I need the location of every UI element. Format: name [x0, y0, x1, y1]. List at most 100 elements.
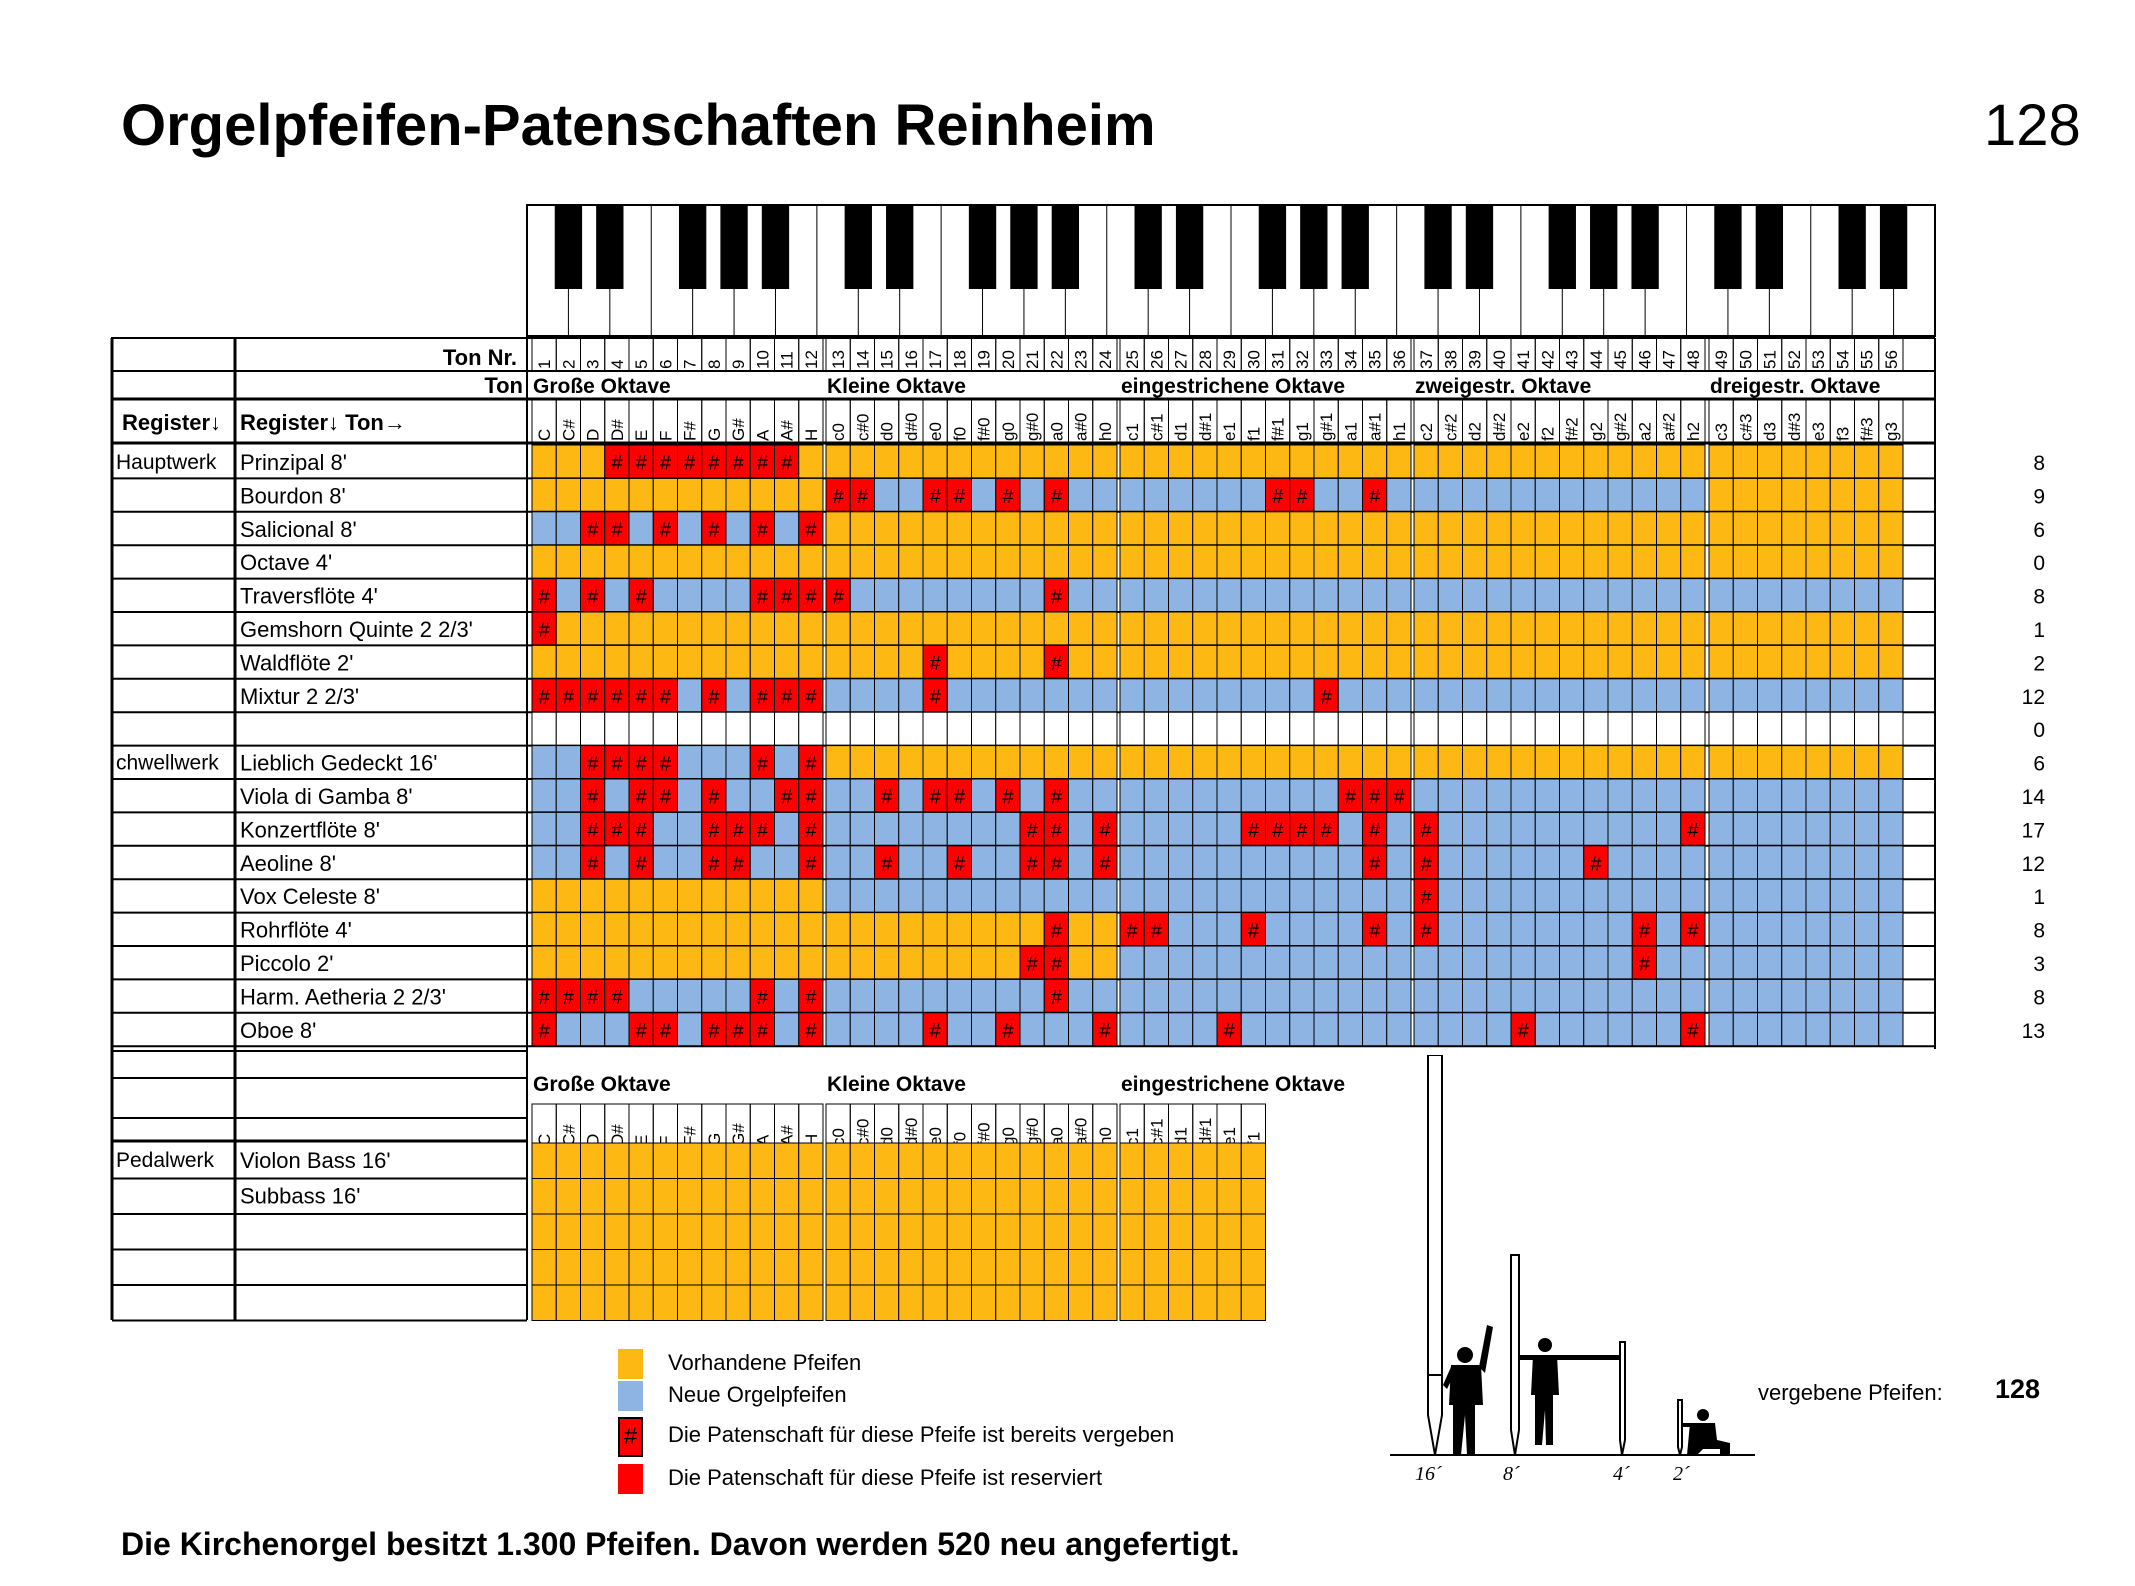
hash-mark: #: [1248, 820, 1260, 842]
pipe-cell: [604, 778, 630, 813]
pipe-cell: [1732, 477, 1758, 513]
pipe-cell: [1878, 1012, 1904, 1047]
pedal-note-label: f0: [950, 1132, 969, 1146]
pipe-cell-vergeben: [555, 678, 581, 713]
pipe-cell: [1168, 511, 1194, 546]
pipe-cell: [1462, 978, 1488, 1014]
hash-mark: #: [733, 453, 745, 475]
hash-mark: #: [660, 787, 672, 809]
pipe-cell: [604, 578, 630, 613]
pedal-note-label: g0: [999, 1127, 1018, 1146]
pipe-cell: [1168, 878, 1194, 914]
pipe-cell: [604, 845, 630, 880]
pipe-cell: [749, 912, 775, 947]
pipe-cell: [1362, 511, 1388, 546]
pipe-cell: [1805, 544, 1831, 580]
pipe-cell: [1437, 912, 1463, 947]
pipe-cell: [1805, 578, 1831, 613]
pedal-pipe-cell: [725, 1284, 751, 1321]
pipe-cell: [1878, 611, 1904, 646]
pedal-pipe-cell: [1043, 1178, 1069, 1215]
hash-mark: #: [805, 586, 817, 608]
pipe-cell: [628, 511, 654, 546]
hash-mark: #: [1369, 486, 1381, 508]
pedal-pipe-cell: [1119, 1284, 1145, 1321]
pipe-cell: [1386, 978, 1412, 1014]
hash-mark: #: [1099, 854, 1111, 876]
pipe-cell: [1757, 845, 1783, 880]
pedal-pipe-cell: [798, 1249, 824, 1286]
pipe-cell: [1240, 845, 1266, 880]
pipe-cell: [898, 678, 924, 713]
pipe-cell-vergeben: [946, 845, 972, 880]
pipe-cell: [874, 611, 900, 646]
pipe-cell-vergeben: [701, 845, 727, 880]
pipe-cell: [725, 644, 751, 680]
pipe-cell: [1216, 745, 1242, 780]
pipe-cell: [1656, 578, 1682, 613]
piano-black-key: [1051, 205, 1080, 289]
footnote: Die Kirchenorgel besitzt 1.300 Pfeifen. …: [121, 1526, 1240, 1562]
ton-number: 25: [1123, 350, 1142, 369]
pipe-cell: [1559, 644, 1585, 680]
piano-black-key: [1010, 205, 1038, 289]
pedal-pipe-cell: [1092, 1249, 1118, 1286]
ton-number: 51: [1761, 350, 1780, 369]
pipe-cell: [922, 444, 948, 479]
pipe-cell-vergeben: [580, 678, 606, 713]
pedal-pipe-cell: [580, 1249, 606, 1286]
pipe-cell-vergeben: [946, 477, 972, 513]
pipe-cell: [1313, 511, 1339, 546]
pipe-cell: [1119, 945, 1145, 980]
ton-number: 42: [1538, 350, 1557, 369]
pipe-cell: [1265, 778, 1291, 813]
pipe-cell: [677, 978, 703, 1014]
pipe-cell: [1829, 1012, 1855, 1047]
pipe-cell: [1708, 678, 1734, 713]
pipe-cell: [1534, 544, 1560, 580]
ton-number: 44: [1587, 350, 1606, 369]
pipe-cell: [1019, 644, 1045, 680]
hash-mark: #: [930, 1021, 942, 1043]
pipe-cell: [555, 945, 581, 980]
piano-black-key: [886, 205, 914, 289]
pipe-cell: [825, 511, 851, 546]
pipe-cell: [1559, 811, 1585, 847]
pipe-cell: [1362, 745, 1388, 780]
pipe-cell: [1240, 778, 1266, 813]
pedal-pipe-cell: [1019, 1284, 1045, 1321]
pipe-cell: [1068, 1012, 1094, 1047]
pipe-cell: [580, 711, 606, 747]
hash-mark: #: [1051, 954, 1063, 976]
pedal-pipe-cell: [1143, 1284, 1169, 1321]
pipe-cell: [1878, 678, 1904, 713]
note-label: c#0: [853, 414, 872, 441]
pipe-cell: [1143, 477, 1169, 513]
pipe-cell: [971, 845, 997, 880]
pipe-cell-vergeben: [1362, 811, 1388, 847]
pipe-cell: [1362, 878, 1388, 914]
note-label: c#3: [1736, 414, 1755, 441]
pipe-cell: [1757, 644, 1783, 680]
pipe-cell: [1781, 945, 1807, 980]
pipe-size-label: 2´: [1673, 1463, 1690, 1485]
pipe-cell: [798, 711, 824, 747]
pipe-cell: [1337, 544, 1363, 580]
pipe-cell: [874, 678, 900, 713]
row-count: 0: [2033, 719, 2045, 742]
row-count: 6: [2033, 753, 2045, 776]
pipe-cell-vergeben: [1240, 811, 1266, 847]
pipe-cell: [825, 711, 851, 747]
pipe-cell: [1289, 711, 1315, 747]
pipe-cell: [1805, 878, 1831, 914]
hash-mark: #: [539, 1021, 551, 1043]
pipe-cell-vergeben: [1043, 644, 1069, 680]
hash-mark: #: [1321, 820, 1333, 842]
pipe-cell: [1631, 544, 1657, 580]
hash-mark: #: [1099, 820, 1111, 842]
hash-mark: #: [1639, 920, 1651, 942]
pipe-cell: [1781, 845, 1807, 880]
pipe-cell-vergeben: [1362, 477, 1388, 513]
pipe-cell: [1143, 678, 1169, 713]
pipe-cell: [1143, 544, 1169, 580]
